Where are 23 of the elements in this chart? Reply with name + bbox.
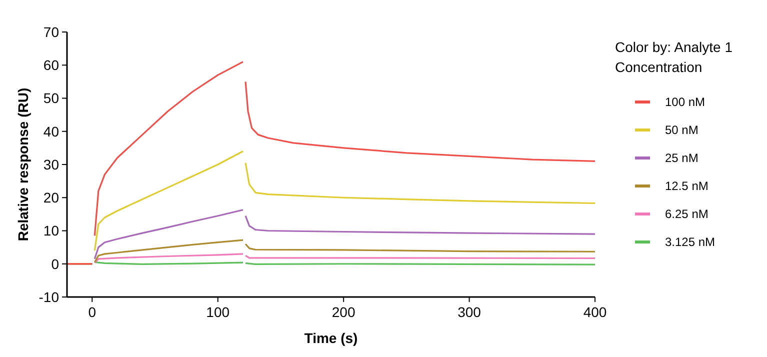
y-tick-label: 10: [43, 222, 60, 239]
y-tick-label: 30: [43, 156, 60, 172]
x-tick-label: 300: [458, 304, 482, 320]
x-tick-label: 200: [332, 304, 356, 320]
x-tick-label: 100: [206, 304, 230, 320]
legend-label: 100 nM: [665, 95, 706, 110]
y-tick-label: 0: [51, 256, 60, 272]
legend-label: 3.125 nM: [665, 235, 716, 250]
y-tick-label: 50: [43, 90, 60, 106]
legend-title: Color by: Analyte 1 Concentration: [615, 39, 733, 75]
y-axis-title: Relative response (RU): [15, 88, 31, 242]
y-tick-label: 60: [43, 57, 60, 74]
x-axis-title: Time (s): [304, 330, 358, 346]
y-tick-label: -10: [38, 288, 60, 305]
legend-label: 6.25 nM: [665, 207, 708, 222]
y-tick-label: 40: [43, 123, 60, 140]
x-tick-label: 400: [583, 304, 607, 320]
x-tick-label: 0: [88, 304, 96, 320]
y-tick-label: 20: [43, 190, 60, 206]
legend-label: 12.5 nM: [665, 179, 708, 194]
legend-label: 25 nM: [665, 151, 698, 166]
legend-label: 50 nM: [665, 123, 698, 138]
y-tick-label: 70: [43, 24, 60, 40]
